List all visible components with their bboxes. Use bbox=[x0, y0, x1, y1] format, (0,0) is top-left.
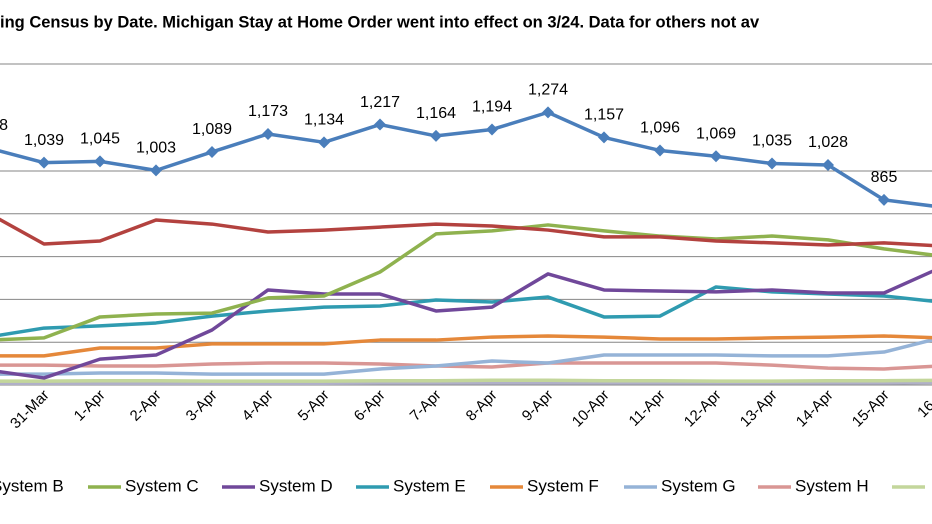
x-tick-label: 5-Apr bbox=[295, 387, 333, 425]
x-tick-label: 9-Apr bbox=[519, 387, 557, 425]
x-tick-label: 1-Apr bbox=[71, 387, 109, 425]
point-marker bbox=[318, 136, 330, 149]
x-tick-label: 2-Apr bbox=[127, 387, 165, 425]
series-line bbox=[0, 217, 932, 248]
point-marker bbox=[486, 123, 498, 136]
point-marker bbox=[150, 164, 162, 177]
chart-title: ing Census by Date. Michigan Stay at Hom… bbox=[0, 13, 760, 31]
legend-label: System H bbox=[795, 476, 869, 495]
point-marker bbox=[878, 193, 890, 206]
data-label: 1,108 bbox=[0, 117, 8, 134]
series-line bbox=[0, 110, 932, 208]
x-tick-label: 8-Apr bbox=[463, 387, 501, 425]
series-line bbox=[0, 269, 932, 380]
x-tick-label: 31-Mar bbox=[7, 387, 53, 433]
data-label: 1,039 bbox=[24, 132, 64, 149]
data-label: 865 bbox=[871, 169, 898, 186]
x-tick-label: 16-A bbox=[914, 387, 932, 421]
data-label: 1,157 bbox=[584, 107, 624, 124]
point-marker bbox=[38, 156, 50, 169]
series-line bbox=[0, 285, 932, 337]
data-label: 1,089 bbox=[192, 121, 232, 138]
data-label: 1,134 bbox=[304, 112, 344, 129]
x-tick-label: 12-Apr bbox=[681, 387, 725, 431]
point-marker bbox=[430, 129, 442, 142]
data-label: 1,035 bbox=[752, 133, 792, 150]
point-marker bbox=[542, 106, 554, 119]
point-marker bbox=[766, 157, 778, 170]
legend-label: System B bbox=[0, 476, 64, 495]
legend-label: System E bbox=[393, 476, 466, 495]
data-label: 1,194 bbox=[472, 99, 512, 116]
data-label: 1,096 bbox=[640, 120, 680, 137]
x-tick-label: 11-Apr bbox=[626, 387, 669, 430]
point-marker bbox=[262, 127, 274, 140]
x-tick-label: 13-Apr bbox=[737, 387, 781, 431]
legend-label: System D bbox=[259, 476, 333, 495]
x-tick-label: 4-Apr bbox=[239, 387, 277, 425]
data-label: 1,164 bbox=[416, 105, 456, 122]
point-marker bbox=[710, 150, 722, 163]
point-marker bbox=[598, 131, 610, 144]
data-label: 1,274 bbox=[528, 82, 568, 99]
series-line bbox=[0, 334, 932, 358]
data-label: 1,217 bbox=[360, 94, 400, 111]
legend-label: System G bbox=[661, 476, 736, 495]
x-tick-label: 10-Apr bbox=[569, 387, 613, 431]
data-label: 1,003 bbox=[136, 140, 176, 157]
series-line bbox=[0, 378, 932, 383]
point-marker bbox=[206, 145, 218, 158]
series-line bbox=[0, 338, 932, 376]
x-tick-label: 3-Apr bbox=[183, 387, 221, 425]
data-label: 1,173 bbox=[248, 103, 288, 120]
legend-label: System C bbox=[125, 476, 199, 495]
point-marker bbox=[822, 159, 834, 172]
point-marker bbox=[654, 144, 666, 157]
series-line bbox=[0, 361, 932, 371]
x-tick-label: 14-Apr bbox=[793, 387, 837, 431]
legend-label: System F bbox=[527, 476, 599, 495]
point-marker bbox=[94, 155, 106, 168]
series-line bbox=[0, 223, 932, 342]
series-line bbox=[0, 380, 932, 386]
x-tick-label: 7-Apr bbox=[407, 387, 445, 425]
x-tick-label: 15-Apr bbox=[849, 387, 893, 431]
point-marker bbox=[374, 118, 386, 131]
data-label: 1,028 bbox=[808, 134, 848, 151]
x-tick-label: 6-Apr bbox=[351, 387, 389, 425]
data-label: 1,045 bbox=[80, 131, 120, 148]
data-label: 1,069 bbox=[696, 125, 736, 142]
